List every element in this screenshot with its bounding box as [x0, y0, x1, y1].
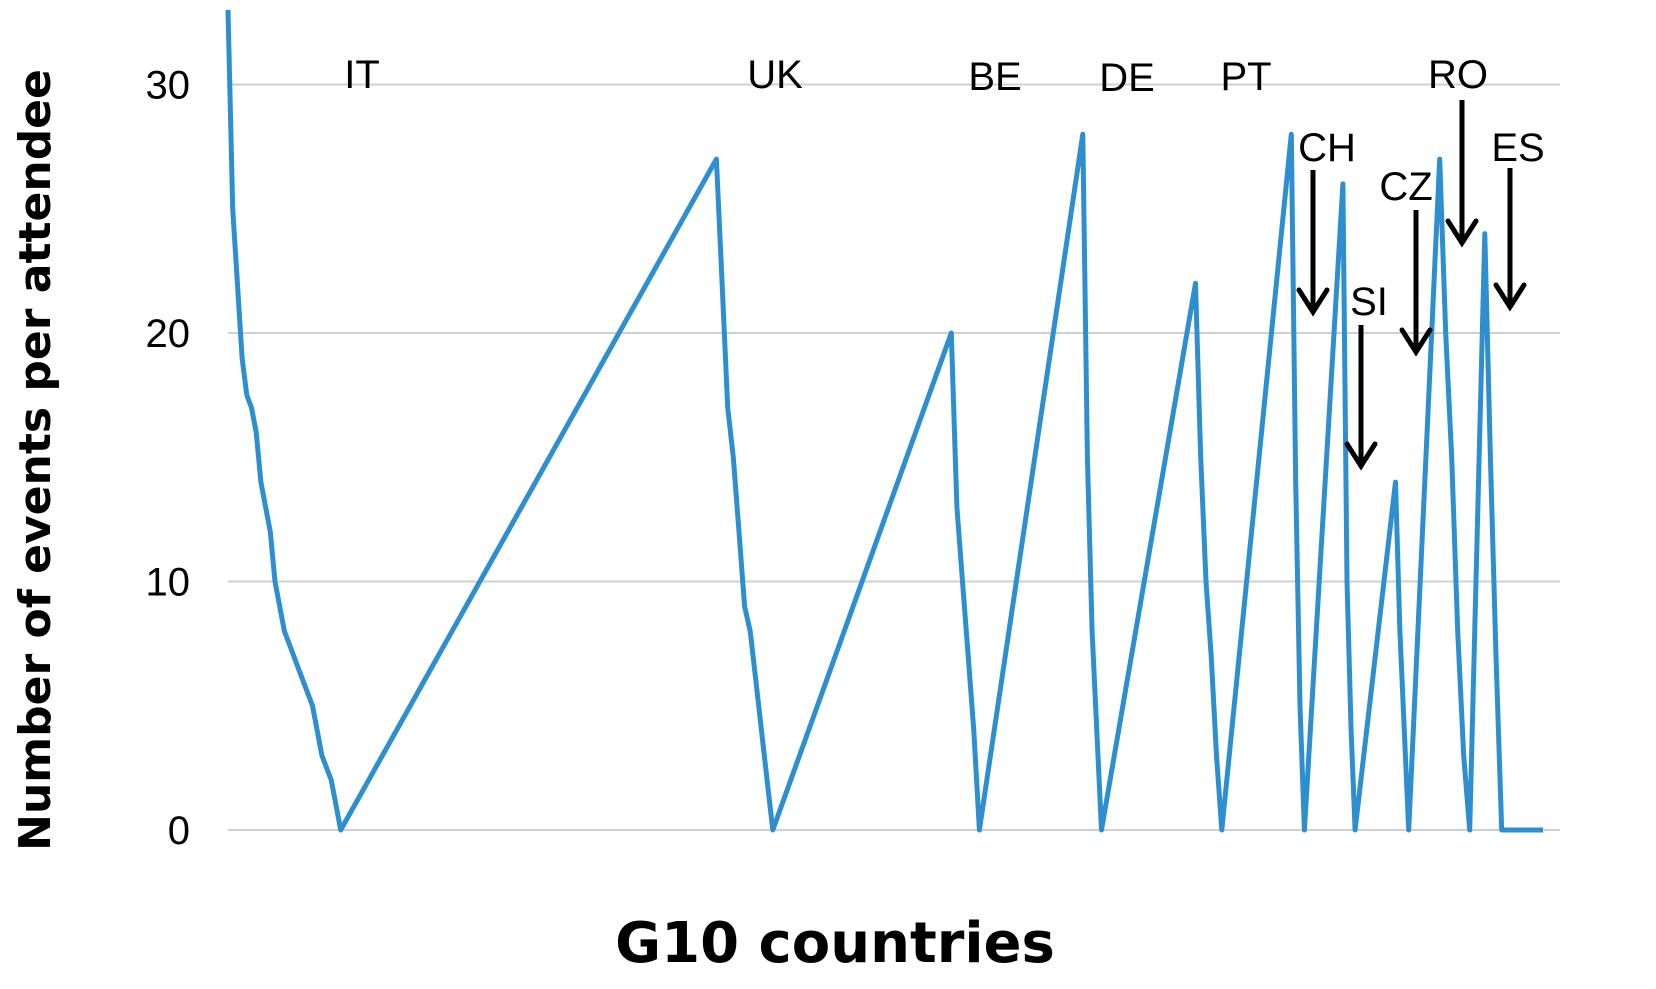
- series-line: [225, 9, 1543, 833]
- y-tick-label-10: 10: [146, 561, 191, 605]
- y-tick-label-0: 0: [168, 809, 190, 853]
- arrow-ch: [1296, 170, 1330, 317]
- country-label-be: BE: [968, 55, 1021, 99]
- country-label-es: ES: [1491, 126, 1544, 170]
- arrow-es: [1493, 168, 1527, 312]
- x-axis-title: G10 countries: [615, 911, 1055, 976]
- country-label-de: DE: [1099, 56, 1155, 100]
- series: [225, 9, 1543, 833]
- country-label-ro: RO: [1428, 53, 1488, 97]
- country-label-uk: UK: [747, 53, 803, 97]
- y-tick-label-30: 30: [146, 64, 191, 108]
- y-axis-title: Number of events per attendee: [10, 69, 61, 851]
- country-label-pt: PT: [1220, 55, 1271, 99]
- arrow-si: [1344, 325, 1378, 471]
- y-tick-labels: 0 10 20 30: [146, 64, 191, 853]
- arrow-ro: [1445, 100, 1479, 248]
- country-label-it: IT: [344, 53, 380, 97]
- arrow-cz: [1399, 210, 1433, 357]
- country-label-cz: CZ: [1379, 165, 1432, 209]
- country-label-si: SI: [1350, 280, 1388, 324]
- country-label-ch: CH: [1298, 126, 1356, 170]
- gridlines: [228, 83, 1560, 831]
- y-tick-label-20: 20: [146, 312, 191, 356]
